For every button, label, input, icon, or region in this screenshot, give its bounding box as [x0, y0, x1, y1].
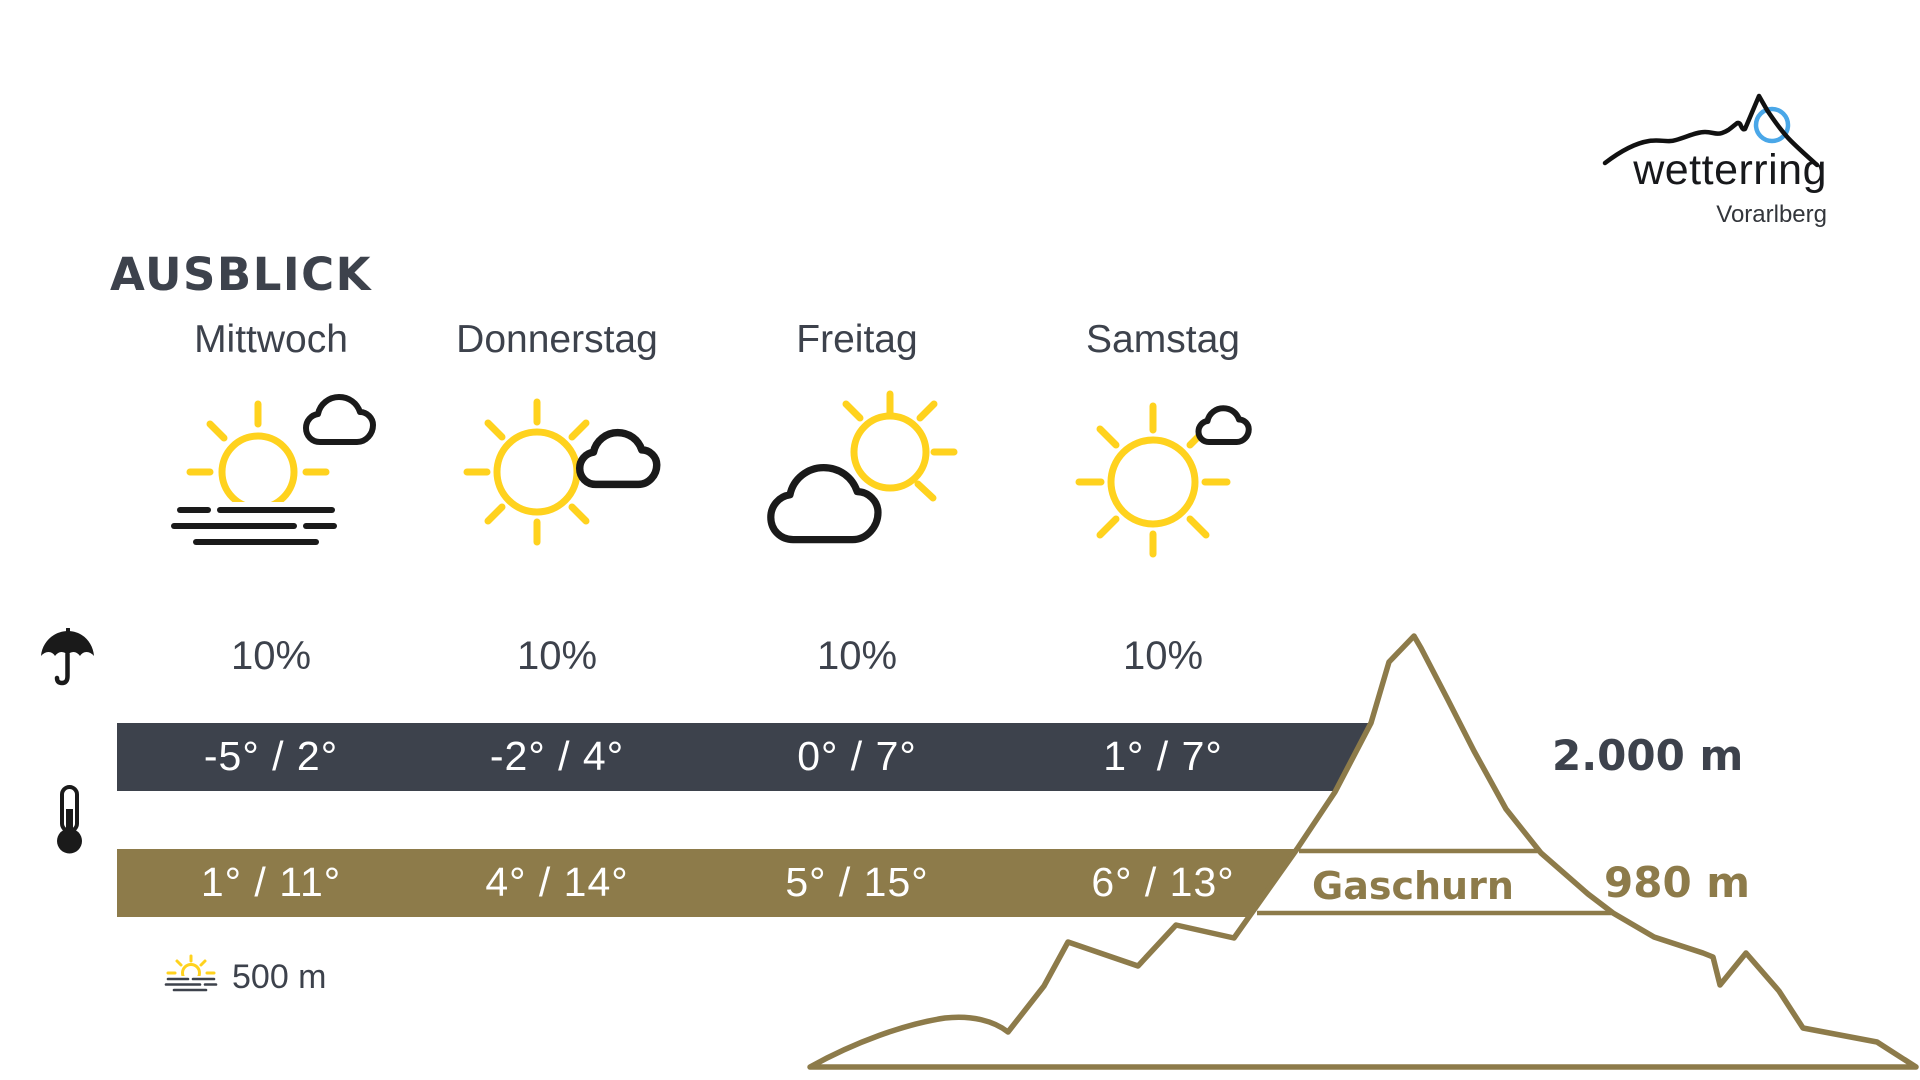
- precip-value: 10%: [816, 634, 898, 678]
- sun-fog-cloud-icon: [166, 394, 376, 560]
- elevation-label-2000m: 2.000 m: [1552, 731, 1744, 780]
- temp-bar-2000m: -5° / 2° -2° / 4° 0° / 7° 1° / 7°: [117, 723, 1409, 791]
- weather-icon-box: [121, 388, 421, 563]
- page-title: AUSBLICK: [110, 248, 373, 301]
- temp-980m: 5° / 15°: [785, 859, 929, 905]
- weather-icon-box: [707, 388, 1007, 563]
- day-label-samstag: Samstag: [1086, 318, 1240, 361]
- precip-value: 10%: [230, 634, 312, 678]
- sunrise-fog-icon: [164, 952, 220, 999]
- day-label-mittwoch: Mittwoch: [194, 318, 348, 361]
- temp-2000m: -2° / 4°: [489, 733, 625, 779]
- logo-region-text: Vorarlberg: [1716, 201, 1827, 228]
- wetterring-logo: [1600, 88, 1840, 179]
- weather-icon-box: [407, 388, 707, 563]
- temp-2000m: 0° / 7°: [797, 733, 917, 779]
- cloud-sun-icon: [767, 390, 958, 544]
- temp-980m: 4° / 14°: [485, 859, 629, 905]
- day-label-donnerstag: Donnerstag: [456, 318, 658, 361]
- day-label-freitag: Freitag: [796, 318, 918, 361]
- elevation-label-980m: 980 m: [1604, 858, 1751, 907]
- temp-2000m: 1° / 7°: [1103, 733, 1223, 779]
- elevation-label-500m: 500 m: [232, 958, 327, 996]
- sun-small-cloud-icon: [1075, 402, 1252, 558]
- temp-2000m: -5° / 2°: [203, 733, 339, 779]
- logo-brand-text: wetterring: [1633, 146, 1827, 194]
- temp-bar-980m: 1° / 11° 4° / 14° 5° / 15° 6° / 13°: [117, 849, 1327, 917]
- location-label: Gaschurn: [1312, 864, 1514, 908]
- precip-value: 10%: [1122, 634, 1204, 678]
- thermometer-icon: [50, 784, 90, 861]
- sun-cloud-icon: [463, 398, 661, 546]
- precip-value: 10%: [516, 634, 598, 678]
- logo-mountain-icon: [1602, 93, 1820, 168]
- temp-980m: 1° / 11°: [200, 859, 342, 905]
- umbrella-icon: [38, 627, 98, 697]
- temp-980m: 6° / 13°: [1091, 859, 1235, 905]
- weather-icon-box: [1013, 388, 1313, 563]
